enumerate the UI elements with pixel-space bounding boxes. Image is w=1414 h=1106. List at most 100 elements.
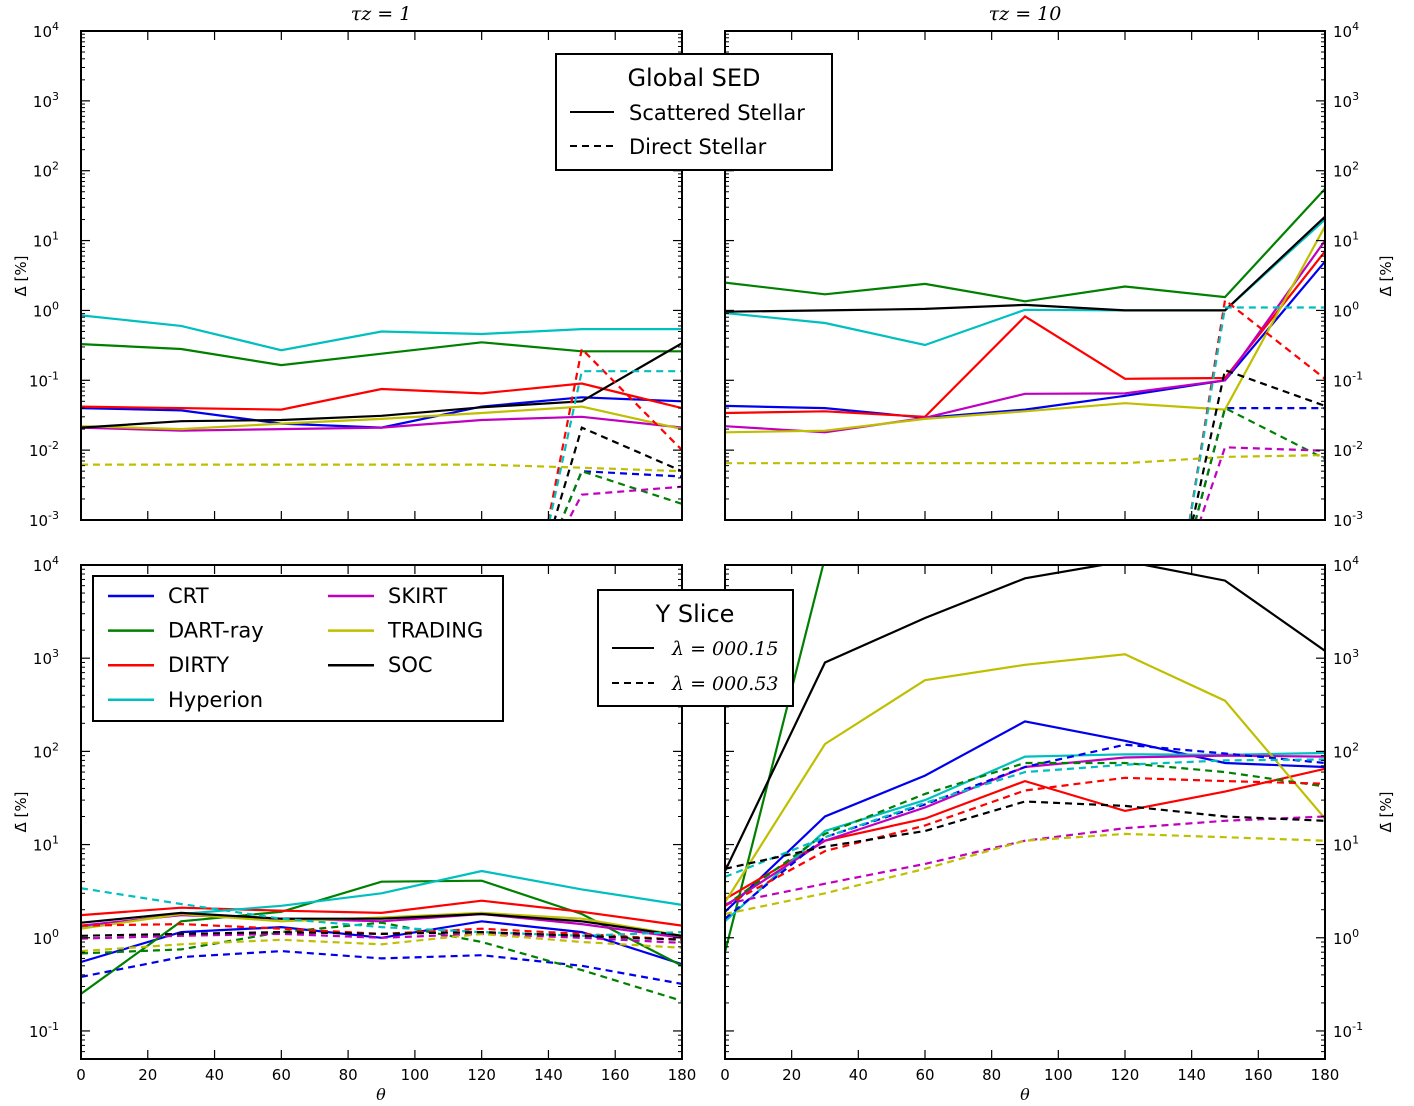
x-tick-label: 140 (534, 1066, 563, 1084)
plot-frame (80, 564, 683, 1060)
series-line-soc-dashed (725, 800, 1325, 870)
series-line-hyperion-solid (81, 314, 682, 352)
x-tick-label: 140 (1177, 1066, 1206, 1084)
y-tick-label: 101 (1333, 834, 1359, 855)
series-line-skirt-dashed (725, 815, 1325, 906)
y-axis-label-bottom-right: Δ̄ [%] (1377, 792, 1395, 833)
x-tick-label: 40 (849, 1066, 868, 1084)
series-line-crt-dashed (560, 470, 682, 520)
series-line-hyperion-dashed (548, 370, 682, 520)
series-line-soc-solid (725, 565, 1325, 872)
x-tick-label: 20 (138, 1066, 157, 1084)
x-tick-label: 0 (76, 1066, 86, 1084)
legend-label-dart-ray: DART-ray (168, 619, 264, 643)
series-line-trading-solid (725, 653, 1325, 903)
x-tick-label: 60 (272, 1066, 291, 1084)
series-line-dirty-solid (725, 250, 1325, 418)
series-group (725, 565, 1325, 953)
series-line-soc-dashed (81, 930, 682, 941)
x-axis-label-right: θ (1020, 1085, 1030, 1104)
series-line-dart-ray-dashed (81, 921, 682, 1002)
y-tick-label: 101 (33, 230, 59, 251)
legend-lambda-dashed: λ = 000.53 (671, 673, 779, 695)
series-line-dirty-solid (81, 899, 682, 927)
y-tick-label: 104 (1333, 20, 1359, 41)
series-line-trading-dashed (725, 454, 1325, 465)
y-tick-label: 102 (1333, 740, 1359, 761)
series-line-trading-solid (81, 405, 682, 431)
series-line-dart-ray-solid (81, 879, 682, 995)
series-line-skirt-solid (725, 239, 1325, 434)
y-tick-label: 101 (33, 834, 59, 855)
plot-frame (724, 564, 1326, 1060)
series-line-dart-ray-dashed (1194, 406, 1325, 520)
y-tick-label: 104 (33, 554, 59, 575)
series-line-trading-dashed (725, 832, 1325, 916)
y-tick-label: 102 (33, 740, 59, 761)
series-line-soc-solid (81, 342, 682, 429)
series-line-skirt-dashed (81, 932, 682, 944)
x-tick-label: 120 (1111, 1066, 1140, 1084)
y-tick-label: 103 (1333, 90, 1359, 111)
legend-lambda-solid: λ = 000.15 (671, 638, 779, 660)
y-tick-label: 10-3 (1333, 509, 1363, 530)
x-axis-label-left: θ (376, 1085, 386, 1104)
series-line-crt-dashed (725, 743, 1325, 920)
series-line-trading-dashed (81, 463, 682, 473)
series-line-hyperion-solid (725, 218, 1325, 347)
x-tick-label: 80 (339, 1066, 358, 1084)
series-line-dart-ray-solid (725, 565, 825, 953)
series-line-skirt-dashed (1199, 446, 1325, 520)
x-tick-label: 20 (782, 1066, 801, 1084)
y-tick-label: 10-1 (1333, 1020, 1363, 1041)
legend-label-skirt: SKIRT (388, 584, 447, 608)
y-tick-label: 10-1 (29, 369, 59, 390)
x-tick-label: 80 (982, 1066, 1001, 1084)
legend-label-crt: CRT (168, 584, 209, 608)
y-tick-label: 10-1 (29, 1020, 59, 1041)
panel-title-tau10: τz = 10 (989, 3, 1062, 25)
series-line-hyperion-dashed (1188, 306, 1325, 520)
series-line-crt-solid (81, 396, 682, 429)
x-tick-label: 100 (1044, 1066, 1073, 1084)
legend-label-hyperion: Hyperion (168, 688, 263, 712)
y-tick-label: 10-2 (1333, 439, 1363, 460)
y-tick-label: 103 (33, 90, 59, 111)
series-line-soc-solid (725, 215, 1325, 313)
x-tick-label: 160 (1244, 1066, 1273, 1084)
panel-title-tau1: τz = 1 (351, 3, 412, 25)
x-tick-label: 0 (720, 1066, 730, 1084)
series-line-hyperion-dashed (81, 887, 682, 937)
series-line-dirty-solid (81, 382, 682, 411)
y-tick-label: 100 (1333, 299, 1359, 320)
plot-frame (80, 30, 683, 521)
x-tick-label: 160 (601, 1066, 630, 1084)
y-axis-label-top-left: Δ̄ [%] (12, 256, 30, 297)
y-tick-label: 10-2 (29, 439, 59, 460)
y-tick-label: 103 (33, 647, 59, 668)
y-tick-label: 101 (1333, 230, 1359, 251)
y-tick-label: 100 (33, 299, 59, 320)
series-group (725, 188, 1325, 520)
panel-tau10-global-sed: 10-3 10-2 10-1 100 101 102 103 104 (724, 20, 1363, 530)
x-tick-label: 60 (915, 1066, 934, 1084)
series-line-skirt-solid (81, 415, 682, 432)
legend-direct-stellar: Direct Stellar (629, 135, 767, 159)
series-line-dart-ray-solid (81, 341, 682, 367)
legend-global-sed-title: Global SED (627, 64, 760, 92)
legend-global-sed: Global SED Scattered Stellar Direct Stel… (555, 53, 833, 171)
series-line-soc-solid (81, 911, 682, 937)
legend-label-trading: TRADING (387, 619, 483, 643)
series-line-skirt-dashed (567, 485, 682, 520)
legend-models: CRT DART-ray DIRTY Hyperion SKIRT TRADING SOC (92, 575, 504, 722)
series-line-dirty-dashed (725, 776, 1325, 907)
series-line-dirty-dashed (547, 346, 682, 520)
x-tick-label: 100 (401, 1066, 430, 1084)
x-tick-label: 40 (205, 1066, 224, 1084)
legend-y-slice: Y Slice λ = 000.15 λ = 000.53 (597, 589, 794, 707)
series-line-trading-dashed (81, 932, 682, 953)
y-tick-label: 100 (33, 927, 59, 948)
panel-tau10-y-slice: 10-1 100 101 102 103 104 0 20 40 60 80 100 120 140 160… (720, 554, 1363, 1084)
series-group (81, 314, 682, 520)
